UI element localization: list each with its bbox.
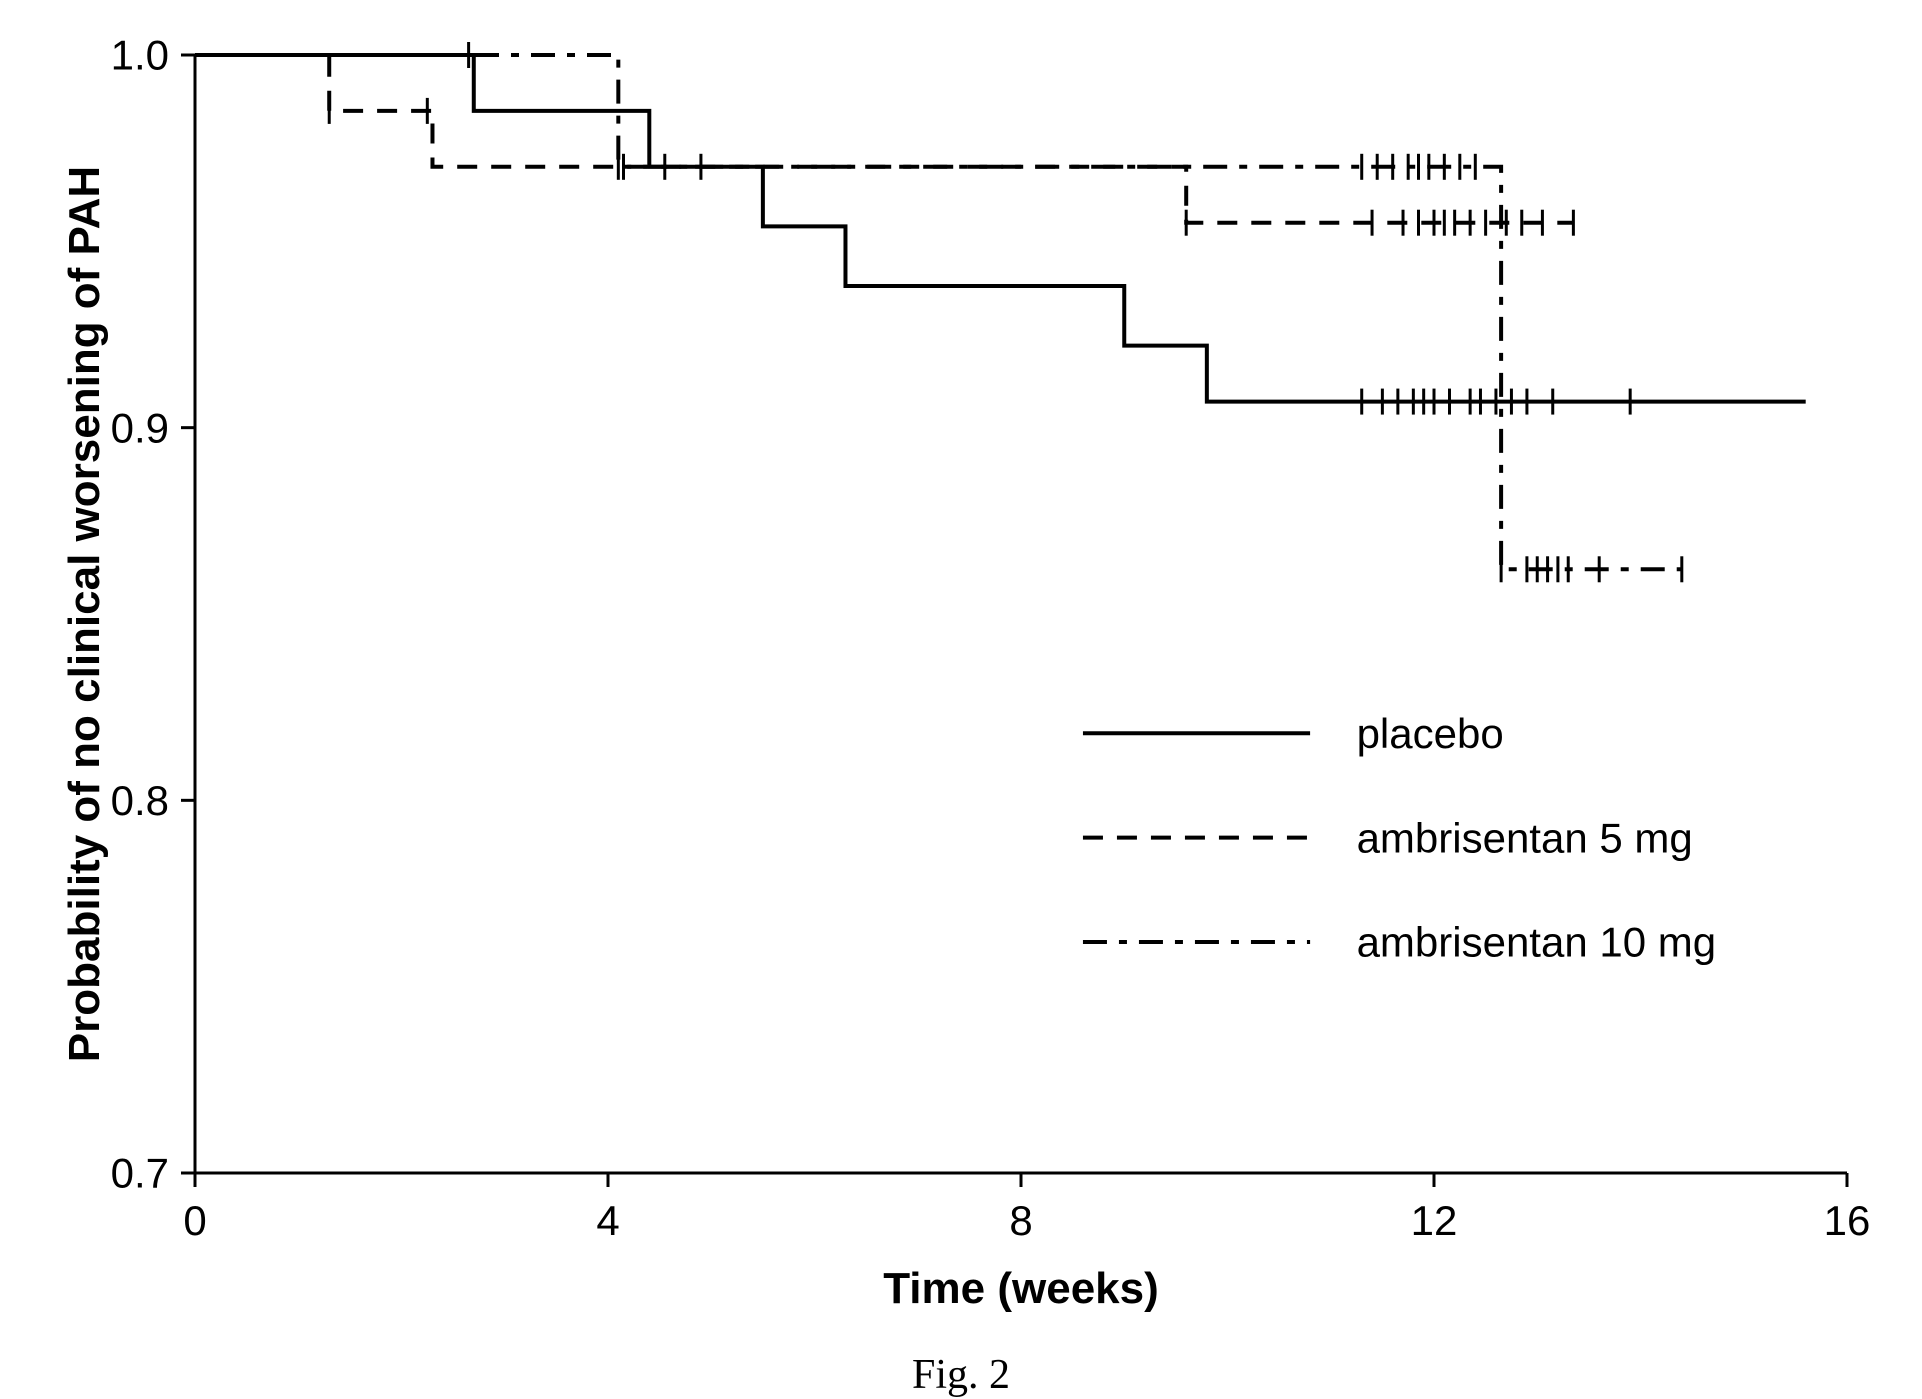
series-ambrisentan_5mg xyxy=(195,55,1573,223)
y-tick-label: 0.7 xyxy=(111,1150,169,1197)
series-placebo xyxy=(195,55,1806,402)
legend-label: ambrisentan 10 mg xyxy=(1357,919,1717,966)
x-tick-label: 0 xyxy=(183,1197,206,1244)
x-tick-label: 4 xyxy=(596,1197,619,1244)
legend-label: placebo xyxy=(1357,710,1504,757)
y-tick-label: 1.0 xyxy=(111,32,169,79)
km-plot: 0 4 8 12 16 Time (weeks) 0.7 0.8 0.9 1.0 Probabili… xyxy=(0,0,1922,1393)
y-axis-label: Probability of no clinical worsening of … xyxy=(60,166,109,1062)
figure-container: 0 4 8 12 16 Time (weeks) 0.7 0.8 0.9 1.0 Probabili… xyxy=(0,0,1922,1393)
axes xyxy=(195,55,1847,1173)
x-axis-label: Time (weeks) xyxy=(883,1264,1159,1313)
y-tick-label: 0.8 xyxy=(111,777,169,824)
x-tick-label: 16 xyxy=(1824,1197,1871,1244)
x-tick-label: 12 xyxy=(1411,1197,1458,1244)
legend-label: ambrisentan 5 mg xyxy=(1357,814,1693,861)
series-ambrisentan_10mg xyxy=(195,55,1682,569)
figure-caption: Fig. 2 xyxy=(0,1351,1922,1399)
x-tick-label: 8 xyxy=(1009,1197,1032,1244)
y-tick-label: 0.9 xyxy=(111,404,169,451)
